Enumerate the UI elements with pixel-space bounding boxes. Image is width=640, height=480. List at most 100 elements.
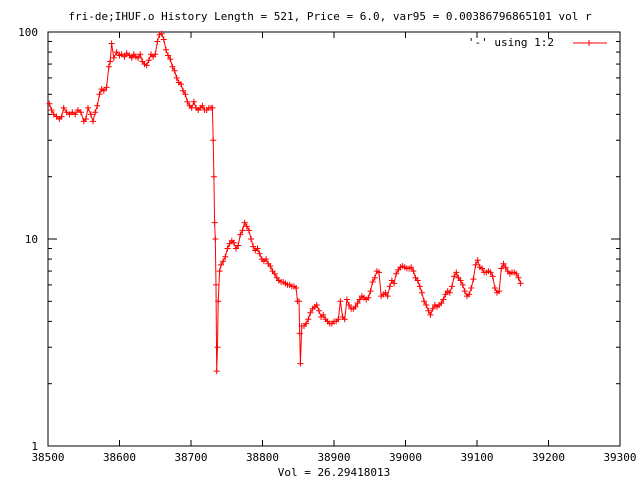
data-point [371, 274, 378, 281]
data-point [384, 293, 391, 300]
chart-title: fri-de;IHUF.o History Length = 521, Pric… [68, 10, 592, 23]
data-point [212, 236, 219, 242]
data-point [94, 102, 101, 109]
data-point [190, 98, 197, 105]
data-point [237, 231, 244, 238]
data-point [354, 300, 361, 307]
data-point [365, 294, 372, 301]
data-point [230, 239, 237, 246]
data-point [160, 36, 167, 43]
data-point [100, 87, 107, 94]
data-point [154, 38, 161, 45]
x-tick-label: 39000 [389, 451, 422, 464]
data-point [103, 84, 110, 91]
data-point [303, 320, 310, 327]
data-point [220, 258, 227, 265]
data-point [241, 219, 248, 226]
data-point [267, 263, 274, 270]
data-point [352, 303, 359, 310]
legend-label: '-' using 1:2 [468, 36, 554, 49]
data-point [182, 91, 189, 98]
data-point [337, 298, 344, 305]
data-point [296, 330, 303, 337]
data-point [113, 49, 120, 56]
data-point [502, 264, 509, 271]
data-point [171, 67, 178, 74]
x-tick-label: 38600 [103, 451, 136, 464]
data-point [423, 302, 430, 308]
data-point [346, 302, 352, 308]
data-point [213, 281, 219, 288]
data-point [213, 368, 220, 375]
data-point [513, 270, 520, 277]
legend: '-' using 1:2 [468, 36, 607, 49]
data-point [243, 223, 250, 230]
data-point [218, 261, 224, 268]
data-point [165, 52, 172, 59]
data-point [427, 311, 434, 318]
data-point [459, 281, 466, 288]
data-point [293, 285, 300, 291]
series-layer [46, 30, 524, 375]
data-point [248, 236, 255, 242]
data-point [239, 227, 246, 234]
data-point [466, 291, 473, 298]
data-point [472, 261, 479, 268]
data-point [487, 269, 494, 276]
series-line [48, 33, 522, 372]
data-point [184, 98, 191, 105]
data-point [313, 302, 320, 308]
data-point [96, 91, 103, 98]
data-point [496, 288, 503, 295]
data-point [453, 269, 460, 276]
data-point [250, 243, 257, 250]
data-point [451, 273, 458, 280]
data-point [152, 51, 159, 58]
data-point [442, 291, 449, 298]
data-point [214, 344, 221, 351]
data-point [256, 250, 263, 257]
data-point [158, 30, 165, 37]
data-point [82, 116, 89, 122]
x-tick-label: 38500 [31, 451, 64, 464]
x-tick-label: 38900 [317, 451, 350, 464]
data-point [335, 316, 342, 323]
data-point [479, 265, 485, 272]
data-point [48, 107, 55, 113]
data-point [296, 298, 302, 305]
x-axis-label: Vol = 26.29418013 [278, 466, 391, 479]
data-point [515, 274, 522, 281]
data-point [367, 288, 374, 295]
data-point [169, 63, 176, 70]
data-point [215, 298, 222, 305]
y-tick-label: 100 [18, 26, 38, 39]
x-tick-label: 39200 [532, 451, 565, 464]
data-point [145, 57, 152, 64]
data-point [316, 307, 322, 314]
data-point [305, 316, 312, 323]
data-point [222, 253, 229, 260]
axes: 38500 38600 38700 38800 38900 39000 39100 39200… [18, 26, 636, 464]
data-point [429, 305, 436, 312]
x-tick-label: 39300 [603, 451, 636, 464]
data-point [468, 285, 475, 291]
data-point [163, 46, 169, 53]
data-point [491, 285, 498, 291]
data-point [180, 87, 187, 94]
data-point [72, 111, 79, 118]
data-point [107, 58, 114, 65]
y-tick-label: 1 [31, 440, 38, 453]
data-point [297, 360, 304, 367]
data-point [382, 289, 389, 296]
data-point [343, 296, 350, 303]
data-point [440, 296, 447, 303]
data-point [209, 104, 216, 111]
data-point [416, 283, 423, 290]
data-point [410, 268, 417, 275]
data-point [414, 277, 421, 284]
x-tick-label: 39100 [460, 451, 493, 464]
y-tick-label: 10 [25, 233, 38, 246]
data-point [356, 296, 363, 303]
data-point [121, 53, 128, 60]
data-point [500, 260, 507, 267]
